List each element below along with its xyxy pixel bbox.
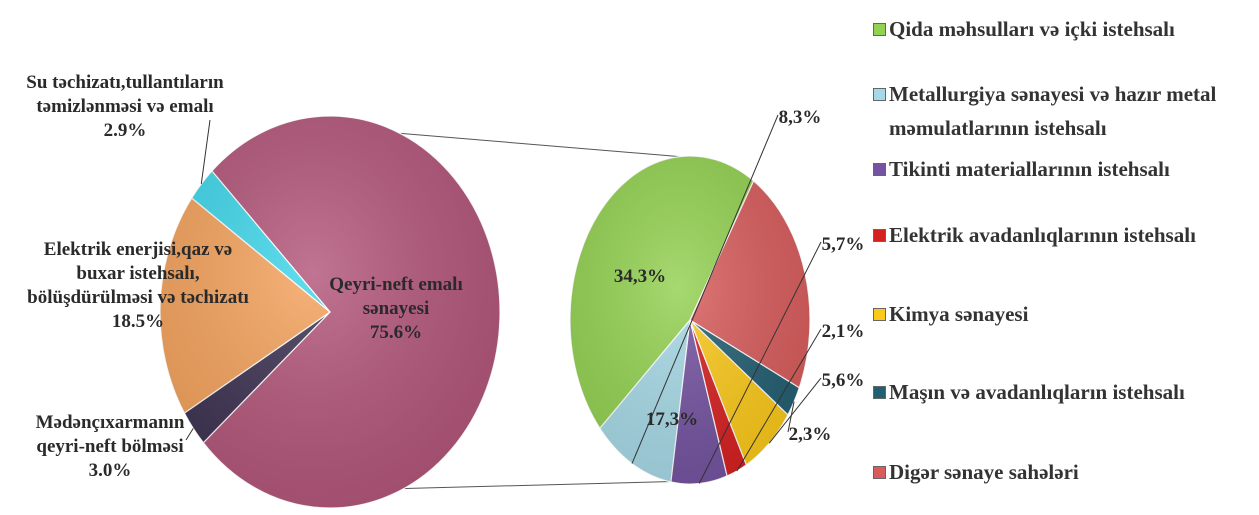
secondary-pie-label-mas-n-v-avadanl-qlar-n-istehsal: 2,3% [789, 424, 832, 445]
secondary-pie-label-tikinti-materiallar-n-n-istehsal-line: 5,7% [822, 234, 865, 255]
main-pie-label-elektrik-enerjisi-qaz-v-line: Elektrik enerjisi,qaz və [44, 239, 232, 260]
main-pie-label-qeyri-neft-emal: Qeyri-neft emalı sənayesi 75.6% [329, 274, 462, 343]
main-pie-label-su-t-chizat-tullant-lar-n: Su təchizatı,tullantıların təmizlənməsi v… [26, 72, 224, 141]
main-pie-label-elektrik-enerjisi-qaz-v: Elektrik enerjisi,qaz və buxar istehsalı,… [27, 239, 249, 332]
legend-label-mas-n-v-avadanl-qlar-n-istehsal: Maşın və avadanlıqların istehsalı [889, 380, 1185, 404]
main-pie-label-su-t-chizat-tullant-lar-n-line: təmizlənməsi və emalı [36, 96, 213, 117]
secondary-pie-label-metallurgiya-s-nayesi-v-haz-r-metal-m-mulatlar-n-n-istehsal-line: 8,3% [779, 107, 822, 128]
legend-label-dig-r-s-naye-sah-l-ri: Digər sənaye sahələri [889, 460, 1079, 484]
main-pie-label-su-t-chizat-tullant-lar-n-line: Su təchizatı,tullantıların [26, 72, 224, 93]
legend-swatch-tikinti-materiallar-n-n-istehsal [873, 163, 886, 176]
main-pie-label-m-d-nc-xarman-n-line: 3.0% [89, 460, 132, 481]
main-pie-label-m-d-nc-xarman-n-line: Mədənçıxarmanın [36, 412, 185, 433]
legend-swatch-kimya-s-nayesi [873, 308, 886, 321]
main-pie-label-elektrik-enerjisi-qaz-v-line: buxar istehsalı, [76, 263, 199, 284]
legend-swatch-mas-n-v-avadanl-qlar-n-istehsal [873, 386, 886, 399]
legend-label-metallurgiya-s-nayesi-v-haz-r-metal: Metallurgiya sənayesi və hazır metal [889, 82, 1217, 106]
main-pie-label-elektrik-enerjisi-qaz-v-line: bölüşdürülməsi və təchizatı [27, 287, 249, 308]
secondary-pie-label-tikinti-materiallar-n-n-istehsal: 5,7% [822, 234, 865, 255]
secondary-pie-label-qida-m-hsullar-v-icki-istehsal: 34,3% [614, 266, 666, 287]
main-pie-label-m-d-nc-xarman-n-line: qeyri-neft bölməsi [36, 436, 183, 457]
leader-line-kimya-s-nayesi [768, 377, 822, 444]
secondary-pie-label-mas-n-v-avadanl-qlar-n-istehsal-line: 2,3% [789, 424, 832, 445]
leader-line-mining [185, 428, 194, 441]
legend-label-metallurgiya-s-nayesi-v-haz-r-metal-line-2: məmulatlarının istehsalı [889, 116, 1107, 140]
legend-label-qida-m-hsullar-v-icki-istehsal: Qida məhsulları və içki istehsalı [889, 17, 1175, 41]
secondary-pie-label-elektrik-avadanl-qlar-n-n-istehsal-line: 2,1% [822, 321, 865, 342]
legend-label-tikinti-materiallar-n-n-istehsal: Tikinti materiallarının istehsalı [889, 157, 1170, 181]
leader-line-metallurgiya-s-nayesi-v-haz-r-metal-m-mulatlar-n-n-istehsal [631, 114, 779, 464]
secondary-pie-label-dig-r-s-naye-sah-l-ri-line: 17,3% [646, 409, 698, 430]
leader-line-tikinti-materiallar-n-n-istehsal [698, 241, 822, 484]
main-pie-label-qeyri-neft-emal-line: 75.6% [370, 322, 422, 343]
legend-swatch-qida-m-hsullar-v-icki-istehsal [873, 23, 886, 36]
main-pie-label-su-t-chizat-tullant-lar-n-line: 2.9% [104, 120, 147, 141]
leader-line-water [200, 119, 211, 185]
legend-swatch-metallurgiya-s-nayesi-v-haz-r-metal [873, 88, 886, 101]
legend-swatch-elektrik-avadanl-qlar-n-n-istehsal [873, 229, 886, 242]
secondary-pie-label-kimya-s-nayesi: 5,6% [822, 370, 865, 391]
main-pie-label-elektrik-enerjisi-qaz-v-line: 18.5% [112, 311, 164, 332]
secondary-pie-label-qida-m-hsullar-v-icki-istehsal-line: 34,3% [614, 266, 666, 287]
main-pie-label-m-d-nc-xarman-n: Mədənçıxarmanın qeyri-neft bölməsi 3.0% [36, 412, 185, 481]
leader-line-elektrik-avadanl-qlar-n-n-istehsal [736, 328, 822, 472]
main-pie-label-qeyri-neft-emal-line: Qeyri-neft emalı [329, 274, 462, 295]
secondary-pie-label-elektrik-avadanl-qlar-n-n-istehsal: 2,1% [822, 321, 865, 342]
secondary-pie-label-kimya-s-nayesi-line: 5,6% [822, 370, 865, 391]
main-pie-label-qeyri-neft-emal-line: sənayesi [363, 298, 430, 319]
legend-label-kimya-s-nayesi: Kimya sənayesi [889, 302, 1029, 326]
leader-line-mas-n-v-avadanl-qlar-n-istehsal [787, 401, 795, 433]
secondary-pie-label-dig-r-s-naye-sah-l-ri: 17,3% [646, 409, 698, 430]
legend-label-elektrik-avadanl-qlar-n-n-istehsal: Elektrik avadanlıqlarının istehsalı [889, 223, 1196, 247]
legend-swatch-dig-r-s-naye-sah-l-ri [873, 466, 886, 479]
secondary-pie-label-metallurgiya-s-nayesi-v-haz-r-metal-m-mulatlar-n-n-istehsal: 8,3% [779, 107, 822, 128]
